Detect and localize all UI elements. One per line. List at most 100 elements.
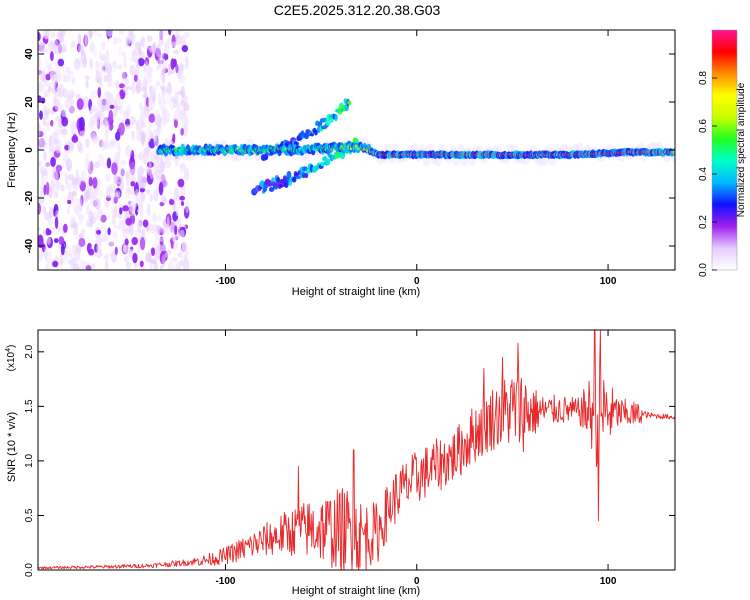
noise-speck [91,47,98,58]
colorbar-ticks: 0.0 0.2 0.4 0.6 0.8 [698,71,717,277]
noise-speck [159,243,166,253]
noise-speck [114,105,121,110]
y-tick-label: 1.0 [24,454,35,468]
noise-speck [53,238,59,244]
noise-speck [60,128,68,136]
noise-speck [70,98,75,107]
noise-speck [185,199,189,214]
noise-speck [117,46,123,57]
noise-speck [80,228,86,235]
noise-speck [68,183,72,193]
noise-speck [46,119,50,132]
upper-branch-blob [325,118,331,126]
noise-speck [82,57,88,69]
noise-speck [135,79,143,93]
noise-speck [80,169,87,183]
noise-speck [177,252,182,257]
noise-speck [145,252,152,263]
noise-speck [164,251,168,258]
spectrogram-y-ticks: -40 -20 0 20 40 [24,48,675,253]
noise-speck [159,39,163,47]
noise-speck [49,68,57,81]
noise-speck [90,104,97,114]
noise-speck [101,40,106,51]
noise-speck [173,264,180,270]
lower-branch-blob [307,169,311,174]
noise-speck [141,54,146,59]
noise-speck [62,87,68,98]
noise-speck [118,30,125,35]
noise-speck [48,218,53,227]
noise-speck [162,99,167,105]
noise-speck [134,154,138,161]
noise-speck [38,202,42,215]
snr-multiplier-base: (x10 [6,351,17,371]
noise-speck [43,184,47,196]
noise-speck [129,64,136,77]
noise-speck [102,97,109,108]
noise-speck [131,48,138,63]
noise-speck [42,115,47,127]
noise-speck [154,168,162,181]
noise-speck [57,72,62,83]
noise-speck [100,214,107,223]
noise-speck [48,148,54,153]
noise-speck [167,81,172,96]
noise-speck [106,30,113,37]
snr-multiplier-close: ) [6,345,17,348]
noise-speck [44,265,49,270]
x-tick-label: -100 [215,576,235,587]
noise-speck [173,258,177,264]
noise-speck [53,39,59,54]
noise-speck [89,160,94,171]
noise-speck [129,201,136,214]
noise-speck [70,40,75,49]
noise-speck [174,225,178,236]
noise-speck [109,104,115,110]
noise-speck [135,120,140,132]
noise-speck [61,109,68,118]
noise-speck [104,200,110,208]
lower-branch-blob [320,161,325,167]
noise-speck [76,98,84,110]
noise-speck [83,158,91,171]
noise-speck [99,80,103,88]
noise-speck [90,115,97,125]
noise-speck [146,34,153,43]
noise-speck [97,32,102,38]
noise-speck [143,146,150,157]
noise-speck [78,116,85,131]
noise-speck [181,45,189,53]
colorbar-tick-label: 0.4 [698,167,709,181]
noise-speck [54,216,59,229]
noise-speck [104,259,109,270]
upper-branch-blob [334,114,338,122]
noise-speck [125,144,133,157]
noise-speck [126,183,133,194]
noise-speck [59,253,63,266]
noise-speck [72,225,79,236]
noise-speck [38,95,42,103]
noise-speck [78,213,84,225]
noise-speck [97,64,105,76]
x-tick-label: -100 [215,276,235,287]
noise-speck [66,205,71,215]
noise-speck [140,190,145,202]
noise-speck [179,164,184,174]
noise-speck [142,219,149,228]
noise-speck [146,189,151,195]
snr-panel: -100 0 100 0.0 0.5 1.0 1.5 2.0 Height of strai… [5,329,676,597]
noise-speck [124,124,132,130]
noise-speck [60,184,65,192]
noise-speck [46,236,51,245]
noise-speck [76,58,80,70]
noise-speck [131,80,136,95]
noise-speck [173,99,178,109]
noise-speck [122,85,128,93]
noise-speck [41,48,48,54]
noise-speck [95,119,100,128]
noise-speck [89,30,93,40]
noise-speck [135,59,139,68]
noise-speck [68,71,74,76]
noise-speck [159,30,164,41]
